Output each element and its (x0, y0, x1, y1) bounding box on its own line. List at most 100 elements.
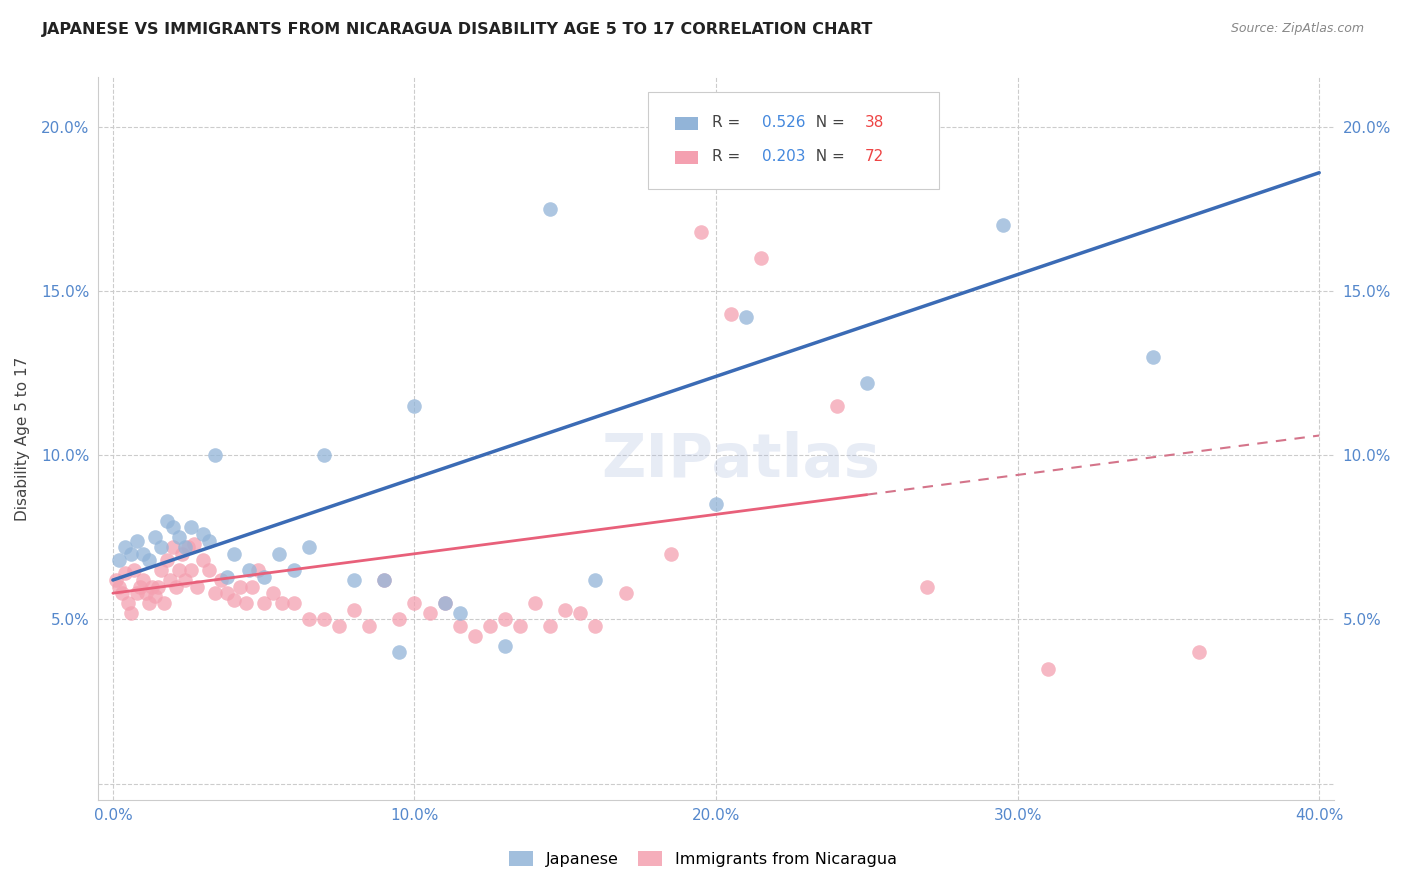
Point (125, 586, 148, 600)
Point (104, 573, 127, 587)
Point (156, 514, 179, 528)
Point (433, 596, 456, 610)
Point (222, 592, 245, 607)
Point (246, 563, 269, 577)
Point (267, 547, 290, 561)
Point (238, 563, 260, 577)
Point (328, 619, 350, 633)
Point (138, 553, 160, 567)
Point (177, 540, 200, 554)
Point (856, 376, 879, 390)
Point (172, 547, 194, 561)
Point (253, 596, 276, 610)
Point (494, 612, 516, 626)
Bar (675, 151, 697, 164)
Point (183, 537, 205, 551)
Point (659, 547, 682, 561)
Point (135, 586, 157, 600)
Text: R =: R = (713, 115, 745, 130)
Point (211, 573, 233, 587)
Point (132, 547, 155, 561)
Point (240, 580, 263, 594)
Point (614, 586, 637, 600)
Point (509, 619, 531, 633)
Point (120, 606, 142, 620)
Point (554, 602, 576, 616)
Text: N =: N = (806, 150, 851, 164)
Text: R =: R = (713, 150, 745, 164)
Text: Source: ZipAtlas.com: Source: ZipAtlas.com (1230, 22, 1364, 36)
Point (228, 580, 250, 594)
Point (153, 596, 176, 610)
Point (198, 563, 221, 577)
Point (343, 573, 366, 587)
Point (312, 448, 335, 462)
Point (141, 580, 163, 594)
Point (156, 553, 179, 567)
Text: 72: 72 (865, 150, 884, 164)
Point (870, 136, 893, 150)
Text: ZIPatlas: ZIPatlas (602, 431, 880, 490)
Point (373, 573, 395, 587)
Point (143, 530, 166, 544)
Point (388, 645, 411, 659)
Point (165, 580, 187, 594)
Legend: Japanese, Immigrants from Nicaragua: Japanese, Immigrants from Nicaragua (502, 844, 904, 875)
FancyBboxPatch shape (648, 92, 939, 189)
Point (180, 520, 202, 534)
Point (138, 596, 160, 610)
Point (312, 612, 335, 626)
Point (704, 498, 727, 512)
Text: JAPANESE VS IMMIGRANTS FROM NICARAGUA DISABILITY AGE 5 TO 17 CORRELATION CHART: JAPANESE VS IMMIGRANTS FROM NICARAGUA DI… (42, 22, 873, 37)
Point (915, 580, 938, 594)
Point (235, 596, 257, 610)
Point (388, 612, 411, 626)
Point (150, 563, 173, 577)
Point (494, 639, 516, 653)
Point (404, 596, 426, 610)
Point (162, 520, 184, 534)
Y-axis label: Disability Age 5 to 17: Disability Age 5 to 17 (15, 357, 30, 521)
Point (222, 547, 245, 561)
Point (690, 225, 713, 239)
Point (283, 596, 305, 610)
Point (583, 573, 606, 587)
Point (204, 586, 226, 600)
Point (174, 540, 197, 554)
Point (749, 251, 772, 265)
Point (433, 596, 456, 610)
Point (359, 619, 381, 633)
Point (404, 399, 426, 413)
Point (167, 563, 190, 577)
Point (298, 540, 321, 554)
Point (193, 527, 215, 541)
Point (283, 563, 305, 577)
Point (129, 580, 152, 594)
Point (146, 580, 169, 594)
Point (343, 602, 366, 616)
Point (298, 612, 321, 626)
Point (108, 553, 131, 567)
Point (583, 619, 606, 633)
Point (373, 573, 395, 587)
Point (478, 619, 501, 633)
Point (991, 219, 1014, 233)
Point (117, 596, 139, 610)
Point (524, 596, 547, 610)
Point (143, 590, 166, 604)
Point (108, 580, 131, 594)
Point (735, 310, 758, 325)
Point (538, 619, 561, 633)
Point (569, 606, 592, 620)
Point (449, 606, 471, 620)
Text: 0.526: 0.526 (762, 115, 806, 130)
Point (253, 570, 276, 584)
Point (825, 399, 848, 413)
Text: 0.203: 0.203 (762, 150, 806, 164)
Point (538, 202, 561, 216)
Point (1142, 350, 1164, 364)
Point (186, 580, 208, 594)
Point (114, 566, 136, 581)
Point (1187, 645, 1209, 659)
Point (120, 547, 142, 561)
